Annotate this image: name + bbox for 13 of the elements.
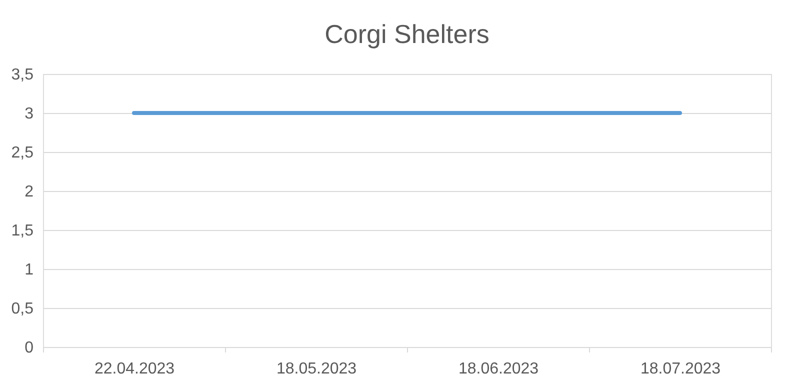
chart-title: Corgi Shelters	[324, 19, 490, 49]
y-tick-label: 3	[24, 106, 34, 122]
x-tick-label: 18.07.2023	[640, 360, 721, 378]
x-tick-label: 18.05.2023	[276, 360, 357, 378]
y-tick-label: 1,5	[11, 222, 34, 240]
y-tick-label: 3,5	[11, 66, 34, 84]
y-tick-label: 0	[24, 340, 34, 356]
y-tick-label: 1	[24, 262, 34, 278]
y-tick-label: 2	[24, 184, 34, 200]
x-tick-label: 22.04.2023	[94, 360, 175, 378]
y-tick-label: 2,5	[11, 144, 34, 162]
x-tick-label: 18.06.2023	[458, 360, 539, 378]
y-tick-label: 0,5	[11, 300, 34, 318]
